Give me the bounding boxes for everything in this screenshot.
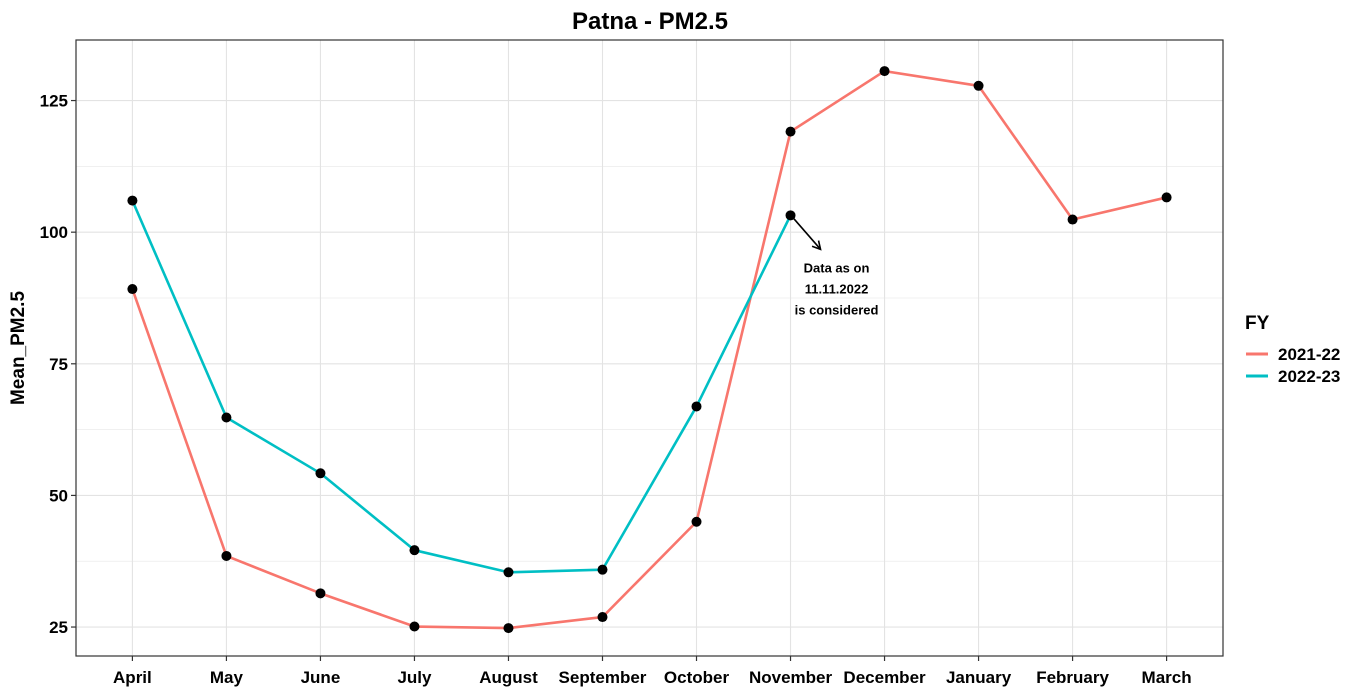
x-tick-label: June (301, 668, 341, 687)
data-point (315, 588, 326, 599)
chart-title: Patna - PM2.5 (572, 8, 728, 35)
series-line-2021-22 (131, 69, 1168, 630)
x-tick-label: April (113, 668, 152, 687)
x-tick-label: October (664, 668, 730, 687)
annotation: Data as on 11.11.2022 is considered (792, 217, 879, 317)
annotation-arrow (792, 217, 822, 250)
data-point (691, 516, 702, 527)
legend: FY 2021-22 2022-23 (1245, 313, 1340, 386)
x-tick-label: July (397, 668, 432, 687)
annotation-line-3: is considered (795, 302, 879, 317)
plot-border (75, 39, 1224, 657)
y-tick-label: 50 (49, 486, 68, 505)
y-tick-label: 125 (40, 92, 68, 111)
annotation-arrowhead (811, 240, 822, 251)
series-line-2022-23 (131, 199, 792, 574)
data-point (597, 612, 608, 623)
data-point (127, 195, 138, 206)
data-point (503, 567, 514, 578)
data-point (221, 550, 232, 561)
data-point (221, 412, 232, 423)
x-tick-label: September (559, 668, 647, 687)
y-tick-label: 75 (49, 355, 68, 374)
data-point (785, 126, 796, 137)
y-tick-label: 100 (40, 223, 68, 242)
x-tick-label: February (1036, 668, 1109, 687)
legend-label-2021-22: 2021-22 (1278, 345, 1340, 364)
annotation-line-2: 11.11.2022 (805, 281, 869, 296)
data-point (973, 80, 984, 91)
data-point (1161, 192, 1172, 203)
legend-label-2022-23: 2022-23 (1278, 367, 1340, 386)
data-point (879, 66, 890, 77)
y-axis: 25 50 75 100 125 (40, 92, 76, 637)
legend-title: FY (1245, 313, 1270, 334)
data-point (409, 621, 420, 632)
x-tick-label: December (843, 668, 926, 687)
x-tick-label: August (479, 668, 538, 687)
x-tick-label: January (946, 668, 1012, 687)
data-point (503, 623, 514, 634)
data-point (315, 468, 326, 479)
y-axis-title: Mean_PM2.5 (8, 291, 29, 405)
data-point (597, 564, 608, 575)
y-tick-label: 25 (49, 618, 68, 637)
x-tick-label: May (210, 668, 244, 687)
x-axis: April May June July August September October No… (113, 656, 1192, 687)
plot-panel: Data as on 11.11.2022 is considered (75, 39, 1224, 657)
x-tick-label: November (749, 668, 833, 687)
data-points (127, 66, 1172, 634)
data-point (1067, 214, 1078, 225)
x-tick-label: March (1142, 668, 1192, 687)
data-point (785, 210, 796, 221)
series-lines (131, 69, 1168, 630)
data-point (127, 284, 138, 295)
annotation-line-1: Data as on (804, 260, 870, 275)
legend-items: 2021-22 2022-23 (1246, 345, 1340, 386)
data-point (409, 545, 420, 556)
data-point (691, 401, 702, 412)
plot-background (76, 40, 1223, 656)
